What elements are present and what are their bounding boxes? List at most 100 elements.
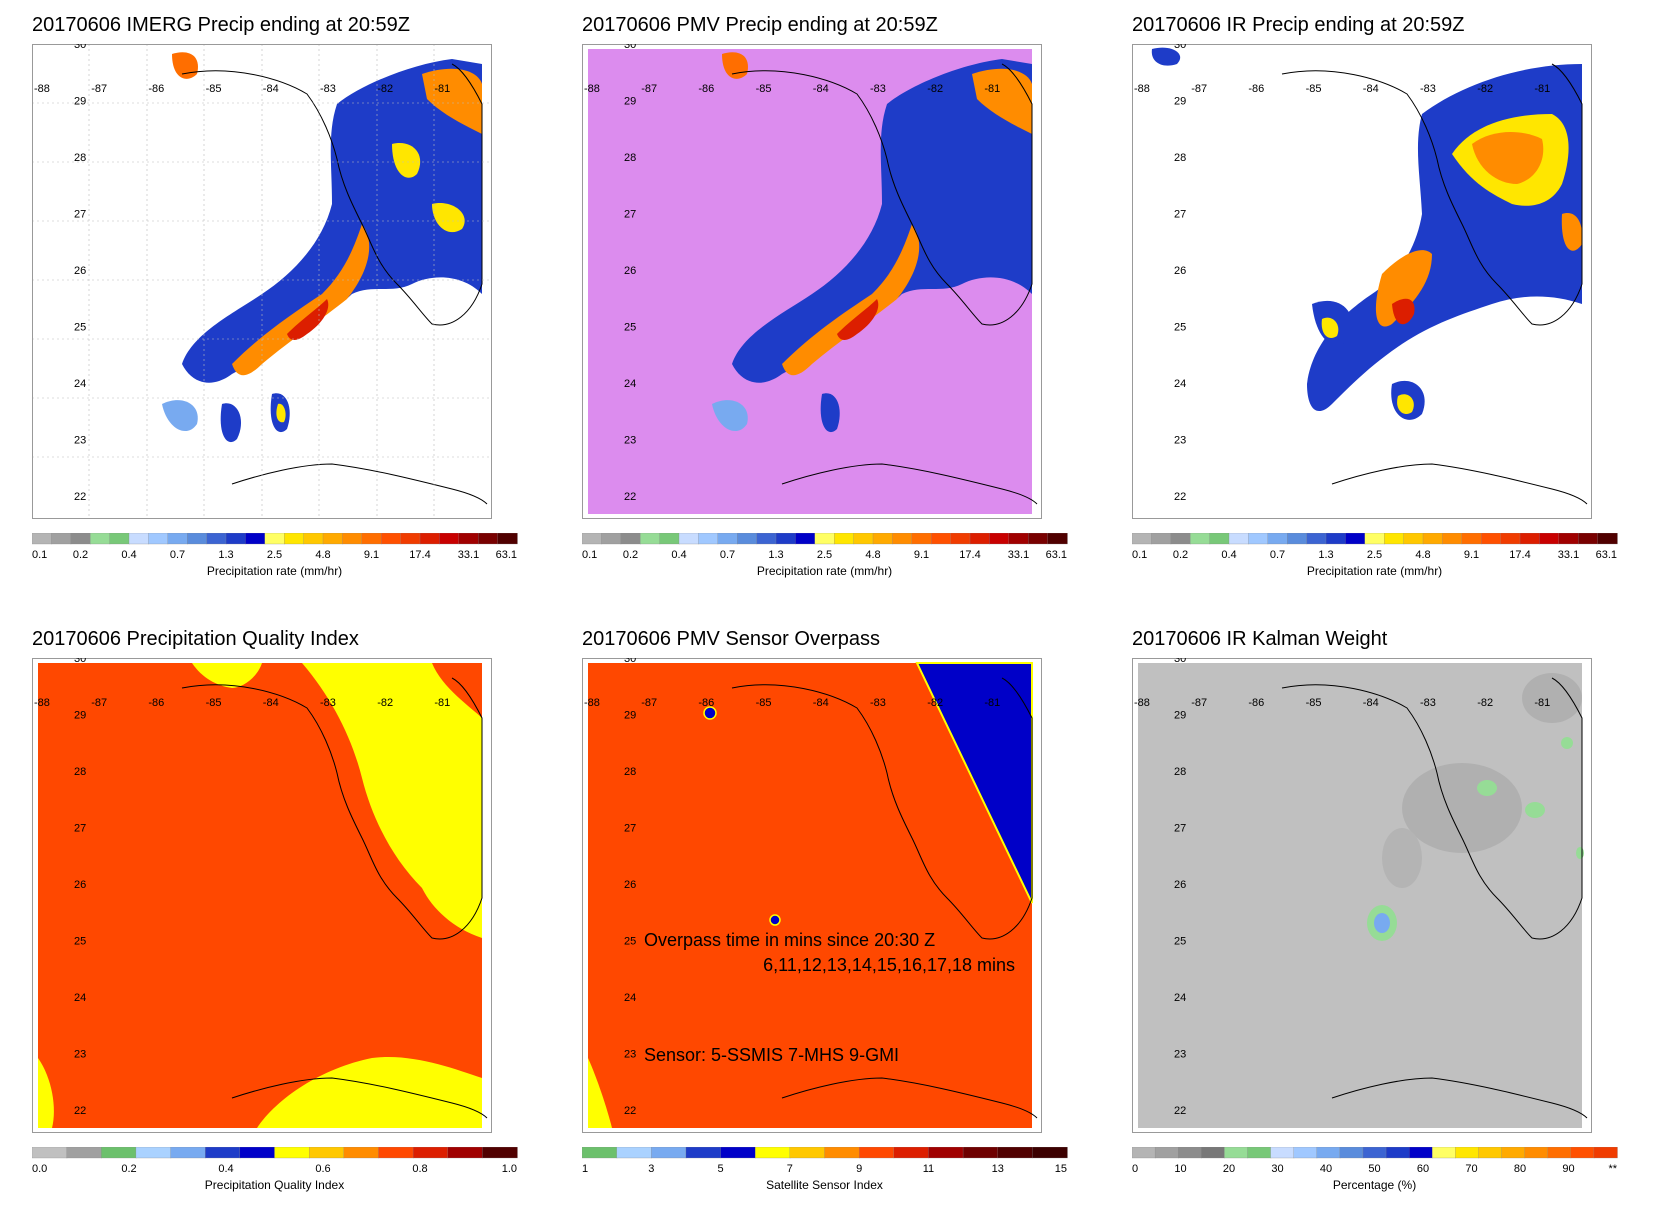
lon-label: -82 [1477,697,1493,709]
lat-label: 29 [624,710,636,722]
colorbar-swatch [1478,1147,1503,1159]
colorbar-tick-label: 9 [856,1163,862,1175]
colorbar-label: Percentage (%) [1332,1178,1417,1192]
lat-label: 27 [74,209,86,221]
panel-ir-precip: 20170606 IR Precip ending at 20:59Z -88 -… [1132,14,1652,578]
graticule [32,44,492,519]
colorbar-swatch [1132,1147,1156,1159]
lon-label: -85 [1306,83,1322,95]
colorbar-swatch [1432,1147,1456,1159]
lon-label: -81 [984,83,1000,95]
lat-label: 26 [624,879,636,891]
colorbar-swatch [1047,533,1068,545]
colorbar-swatch [1442,533,1463,545]
lon-label: -84 [263,83,279,95]
lat-labels: 30 29 28 27 26 25 24 23 22 [1174,658,1186,1117]
lat-label: 29 [1174,710,1186,722]
lat-label: 30 [74,658,86,665]
lat-label: 28 [1174,766,1186,778]
lat-label: 25 [1174,936,1186,948]
panel-title: 20170606 PMV Precip ending at 20:59Z [582,14,938,36]
colorbar-swatch [458,533,479,545]
lat-label: 25 [624,322,636,334]
colorbar-tick-label: 80 [1514,1163,1526,1175]
colorbar-tick-label: 0.8 [412,1163,427,1175]
colorbar-swatch [400,533,421,545]
lon-label: -87 [91,697,107,709]
lat-label: 29 [624,96,636,108]
colorbar-swatch [814,533,835,545]
lon-label: -83 [320,697,336,709]
lat-label: 24 [1174,992,1186,1004]
colorbar-tick-label: 70 [1465,1163,1477,1175]
colorbar-tick-label: 2.5 [267,549,282,561]
colorbar-swatch [1385,1147,1410,1159]
colorbar-swatch [789,1147,826,1159]
lon-label: -84 [1363,83,1379,95]
lat-label: 25 [624,936,636,948]
colorbar-swatch [187,533,208,545]
colorbar-swatch [720,1147,756,1159]
colorbar-tick-label: 33.1 [1008,549,1029,561]
panel-ir-kalman-weight: 20170606 IR Kalman Weight -88 -87 -86 -85 -8… [1132,628,1652,1192]
lat-labels: 30 29 28 27 26 25 24 23 22 [624,658,636,1117]
lon-label: -84 [263,697,279,709]
lon-label: -86 [698,697,714,709]
colorbar-swatch [1316,1147,1341,1159]
lat-label: 22 [74,491,86,503]
colorbar-swatch [1519,533,1541,545]
colorbar-swatch [1578,533,1599,545]
lon-labels: -88-87-86-85-84-83-82-81-80 [34,83,492,95]
lat-labels: 30 29 28 27 26 25 24 23 22 [624,44,636,503]
colorbar-swatch [1247,1147,1272,1159]
precip-field [1151,47,1583,420]
colorbar-swatch [1270,1147,1295,1159]
lon-label: -81 [434,83,450,95]
lat-label: 26 [74,265,86,277]
lon-label: -82 [927,83,943,95]
colorbar-swatch [651,1147,687,1159]
lon-labels: -88-87-86-85-84-83-82-81-80 [584,83,1042,95]
colorbar-tick-label: 0.4 [1221,549,1236,561]
lon-label: -88 [1134,697,1150,709]
colorbar-swatch [378,1147,414,1159]
lat-label: 30 [1174,44,1186,51]
colorbar-swatch [1008,533,1029,545]
colorbar-swatch [90,533,111,545]
colorbar-tick-label: 63.1 [496,549,517,561]
colorbar-swatch [225,533,247,545]
colorbar-tick-label: 0.2 [623,549,638,561]
lon-label: -81 [1534,697,1550,709]
colorbar-swatch [1339,1147,1364,1159]
colorbar-swatch [1224,1147,1249,1159]
lat-label: 25 [74,936,86,948]
colorbar-swatch [1201,1147,1226,1159]
lat-label: 28 [74,152,86,164]
colorbar-tick-label: 1 [582,1163,588,1175]
colorbar-swatch [1597,533,1618,545]
colorbar-swatch [412,1147,449,1159]
lon-label: -87 [1191,83,1207,95]
colorbar-tick-label: 0.4 [671,549,686,561]
colorbar-swatch [170,1147,206,1159]
quality-map: -88-87-86-85-84-83-82-81-80 302928272625… [32,658,492,1133]
colorbar-tick-label: 1.0 [502,1163,517,1175]
lon-label: -85 [206,697,222,709]
colorbar-tick-label: 33.1 [1558,549,1579,561]
colorbar-tick-label: 30 [1271,1163,1283,1175]
colorbar-swatch [1325,533,1347,545]
lat-label: 22 [74,1105,86,1117]
lat-label: 26 [74,879,86,891]
colorbar-swatch [931,533,952,545]
colorbar-swatch [853,533,874,545]
colorbar-swatch [66,1147,102,1159]
lon-label: -81 [434,697,450,709]
colorbar-tick-label: ** [1608,1163,1617,1175]
panel-title: 20170606 PMV Sensor Overpass [582,628,880,650]
colorbar: 0.1 0.2 0.4 0.7 1.3 2.5 4.8 9.1 17.4 33.1 63.1 [1132,533,1618,561]
colorbar-label: Precipitation rate (mm/hr) [756,564,893,578]
colorbar-swatch [1306,533,1327,545]
lon-label: -88 [1134,83,1150,95]
coastline [1281,677,1588,1119]
lon-label: -86 [148,697,164,709]
